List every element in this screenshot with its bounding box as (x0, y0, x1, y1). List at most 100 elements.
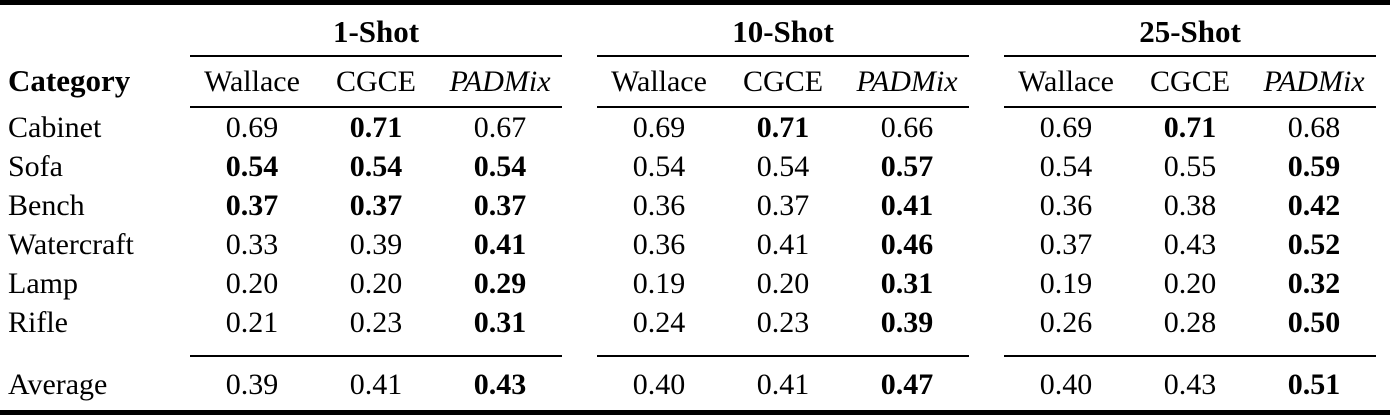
value-cell: 0.20 (225, 267, 279, 300)
table-row-cabinet: Cabinet 0.69 0.71 0.67 0.69 0.71 0.66 0.69 0.71 0… (0, 107, 1376, 147)
column-gap (969, 186, 1004, 225)
value-cell: 0.55 (1163, 150, 1217, 183)
value-cell: 0.41 (314, 355, 438, 410)
value-cell: 0.41 (721, 355, 846, 410)
value-cell: 0.36 (632, 189, 686, 222)
value-cell: 0.69 (225, 111, 279, 144)
value-cell: 0.20 (756, 267, 810, 300)
column-gap (969, 303, 1004, 356)
value-cell: 0.71 (756, 111, 810, 144)
column-header-wallace: Wallace (190, 56, 314, 108)
value-cell: 0.40 (1004, 355, 1129, 410)
column-header-padmix: PADMix (1252, 56, 1377, 108)
category-cell: Rifle (8, 306, 68, 339)
value-cell: 0.51 (1252, 355, 1377, 410)
category-cell: Bench (8, 189, 85, 222)
column-header-wallace: Wallace (597, 56, 722, 108)
value-cell: 0.54 (225, 150, 279, 183)
column-gap (969, 107, 1004, 147)
value-cell: 0.71 (349, 111, 403, 144)
value-cell: 0.36 (632, 228, 686, 261)
value-cell: 0.54 (473, 150, 527, 183)
table-row-rifle: Rifle 0.21 0.23 0.31 0.24 0.23 0.39 0.26 0.28 0.5… (0, 303, 1376, 356)
value-cell: 0.38 (1163, 189, 1217, 222)
value-cell: 0.36 (1039, 189, 1093, 222)
value-cell: 0.69 (1039, 111, 1093, 144)
value-cell: 0.26 (1039, 306, 1093, 339)
value-cell: 0.23 (349, 306, 403, 339)
column-header-padmix: PADMix (438, 56, 563, 108)
value-cell: 0.20 (1163, 267, 1217, 300)
value-cell: 0.23 (756, 306, 810, 339)
column-gap (562, 147, 597, 186)
column-gap (969, 225, 1004, 264)
value-cell: 0.69 (632, 111, 686, 144)
value-cell: 0.24 (632, 306, 686, 339)
value-cell: 0.37 (225, 189, 279, 222)
column-gap (562, 5, 597, 56)
value-cell: 0.43 (1128, 355, 1253, 410)
value-cell: 0.68 (1287, 111, 1341, 144)
value-cell: 0.19 (632, 267, 686, 300)
value-cell: 0.39 (880, 306, 934, 339)
value-cell: 0.66 (880, 111, 934, 144)
column-gap (969, 356, 1004, 410)
column-gap (562, 264, 597, 303)
value-cell: 0.40 (597, 355, 722, 410)
column-gap (562, 225, 597, 264)
column-header-cgce: CGCE (721, 56, 846, 108)
value-cell: 0.41 (473, 228, 527, 261)
value-cell: 0.39 (190, 355, 314, 410)
value-cell: 0.29 (473, 267, 527, 300)
value-cell: 0.33 (225, 228, 279, 261)
value-cell: 0.37 (349, 189, 403, 222)
column-header-wallace: Wallace (1004, 56, 1129, 108)
group-header-10-shot: 10-Shot (597, 5, 970, 57)
category-cell: Average (8, 368, 108, 401)
value-cell: 0.54 (1039, 150, 1093, 183)
column-gap (969, 5, 1004, 56)
column-header-padmix: PADMix (845, 56, 970, 108)
category-cell: Watercraft (8, 228, 134, 261)
column-gap (969, 264, 1004, 303)
value-cell: 0.71 (1163, 111, 1217, 144)
value-cell: 0.59 (1287, 150, 1341, 183)
value-cell: 0.37 (473, 189, 527, 222)
column-gap (969, 56, 1004, 107)
group-header-row: 1-Shot 10-Shot 25-Shot (0, 5, 1377, 57)
table-row-lamp: Lamp 0.20 0.20 0.29 0.19 0.20 0.31 0.19 0.20 0.32 (0, 264, 1376, 303)
value-cell: 0.52 (1287, 228, 1341, 261)
value-cell: 0.41 (756, 228, 810, 261)
table-body: Cabinet 0.69 0.71 0.67 0.69 0.71 0.66 0.69 0.71 0… (0, 107, 1377, 410)
group-header-spacer (0, 5, 190, 56)
value-cell: 0.41 (880, 189, 934, 222)
value-cell: 0.32 (1287, 267, 1341, 300)
value-cell: 0.31 (880, 267, 934, 300)
value-cell: 0.57 (880, 150, 934, 183)
value-cell: 0.28 (1163, 306, 1217, 339)
category-cell: Sofa (8, 150, 63, 183)
results-table: 1-Shot 10-Shot 25-Shot Category Wallace … (0, 5, 1377, 410)
category-cell: Lamp (8, 267, 78, 300)
value-cell: 0.54 (632, 150, 686, 183)
table-row-bench: Bench 0.37 0.37 0.37 0.36 0.37 0.41 0.36 0.38 0.4… (0, 186, 1376, 225)
value-cell: 0.21 (225, 306, 279, 339)
column-gap (562, 186, 597, 225)
column-gap (562, 356, 597, 410)
value-cell: 0.42 (1287, 189, 1341, 222)
column-gap (969, 147, 1004, 186)
column-gap (562, 107, 597, 147)
value-cell: 0.54 (756, 150, 810, 183)
column-gap (562, 303, 597, 356)
column-header-cgce: CGCE (314, 56, 438, 108)
value-cell: 0.20 (349, 267, 403, 300)
value-cell: 0.37 (1039, 228, 1093, 261)
group-header-25-shot: 25-Shot (1004, 5, 1377, 57)
value-cell: 0.43 (1163, 228, 1217, 261)
value-cell: 0.31 (473, 306, 527, 339)
value-cell: 0.37 (756, 189, 810, 222)
table-row-sofa: Sofa 0.54 0.54 0.54 0.54 0.54 0.57 0.54 0.55 0.59 (0, 147, 1376, 186)
category-cell: Cabinet (8, 111, 102, 144)
value-cell: 0.50 (1287, 306, 1341, 339)
value-cell: 0.43 (438, 355, 563, 410)
